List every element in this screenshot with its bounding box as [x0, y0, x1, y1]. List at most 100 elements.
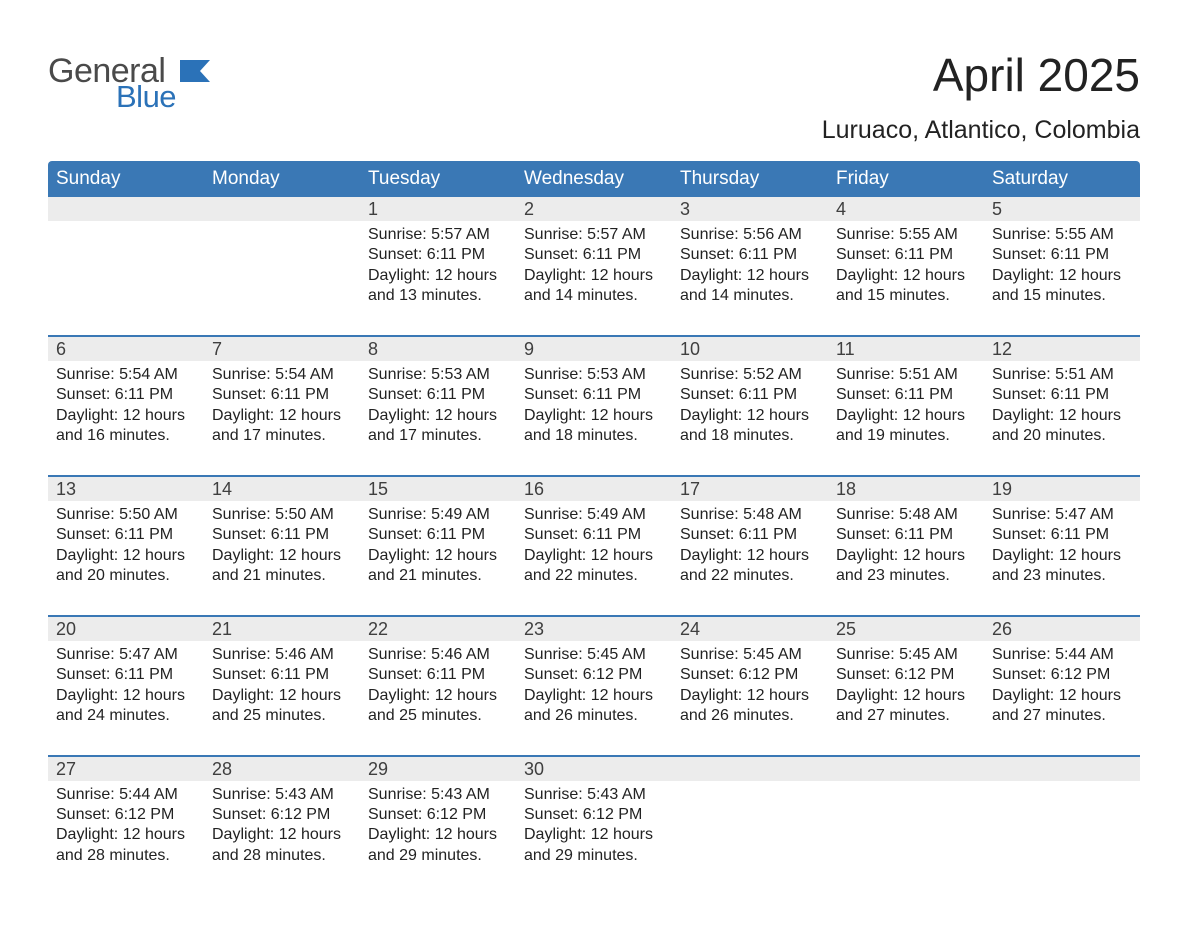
calendar-cell: Sunrise: 5:52 AMSunset: 6:11 PMDaylight:…: [672, 361, 828, 475]
calendar-cell: Sunrise: 5:43 AMSunset: 6:12 PMDaylight:…: [204, 781, 360, 895]
calendar-cell: Sunrise: 5:49 AMSunset: 6:11 PMDaylight:…: [360, 501, 516, 615]
sunset-line: Sunset: 6:12 PM: [56, 805, 196, 825]
calendar-week: 20212223242526Sunrise: 5:47 AMSunset: 6:…: [48, 615, 1140, 755]
calendar-cell: Sunrise: 5:51 AMSunset: 6:11 PMDaylight:…: [984, 361, 1140, 475]
logo-word2: Blue: [116, 83, 176, 111]
daylight-line: Daylight: 12 hours and 21 minutes.: [368, 546, 508, 587]
calendar-cell: Sunrise: 5:50 AMSunset: 6:11 PMDaylight:…: [48, 501, 204, 615]
sunset-line: Sunset: 6:11 PM: [56, 525, 196, 545]
daynum-row: 13141516171819: [48, 477, 1140, 501]
sunset-line: Sunset: 6:11 PM: [836, 385, 976, 405]
day-number: 27: [48, 757, 204, 781]
day-number: 28: [204, 757, 360, 781]
calendar-week: 13141516171819Sunrise: 5:50 AMSunset: 6:…: [48, 475, 1140, 615]
page-header: General Blue April 2025 Luruaco, Atlanti…: [48, 20, 1140, 145]
calendar-cell: Sunrise: 5:43 AMSunset: 6:12 PMDaylight:…: [516, 781, 672, 895]
day-number: 19: [984, 477, 1140, 501]
calendar-cell: Sunrise: 5:53 AMSunset: 6:11 PMDaylight:…: [516, 361, 672, 475]
sunrise-line: Sunrise: 5:44 AM: [56, 785, 196, 805]
sunrise-line: Sunrise: 5:45 AM: [836, 645, 976, 665]
sunset-line: Sunset: 6:12 PM: [992, 665, 1132, 685]
day-number: 17: [672, 477, 828, 501]
sunset-line: Sunset: 6:11 PM: [368, 525, 508, 545]
daylight-line: Daylight: 12 hours and 27 minutes.: [992, 686, 1132, 727]
weekday-header: Saturday: [984, 161, 1140, 197]
calendar-cell: Sunrise: 5:55 AMSunset: 6:11 PMDaylight:…: [828, 221, 984, 335]
daylight-line: Daylight: 12 hours and 22 minutes.: [680, 546, 820, 587]
daynum-row: 12345: [48, 197, 1140, 221]
sunrise-line: Sunrise: 5:49 AM: [524, 505, 664, 525]
day-number: 2: [516, 197, 672, 221]
day-number: 21: [204, 617, 360, 641]
sunrise-line: Sunrise: 5:47 AM: [992, 505, 1132, 525]
sunset-line: Sunset: 6:11 PM: [680, 245, 820, 265]
daylight-line: Daylight: 12 hours and 18 minutes.: [680, 406, 820, 447]
sunset-line: Sunset: 6:12 PM: [524, 665, 664, 685]
day-number: 15: [360, 477, 516, 501]
sunrise-line: Sunrise: 5:56 AM: [680, 225, 820, 245]
daylight-line: Daylight: 12 hours and 20 minutes.: [992, 406, 1132, 447]
sunrise-line: Sunrise: 5:51 AM: [992, 365, 1132, 385]
sunset-line: Sunset: 6:11 PM: [992, 525, 1132, 545]
day-number: 24: [672, 617, 828, 641]
sunrise-line: Sunrise: 5:53 AM: [368, 365, 508, 385]
day-number: 18: [828, 477, 984, 501]
day-number: 7: [204, 337, 360, 361]
daylight-line: Daylight: 12 hours and 16 minutes.: [56, 406, 196, 447]
sunrise-line: Sunrise: 5:55 AM: [992, 225, 1132, 245]
sunrise-line: Sunrise: 5:45 AM: [680, 645, 820, 665]
daylight-line: Daylight: 12 hours and 25 minutes.: [368, 686, 508, 727]
calendar-cell: Sunrise: 5:45 AMSunset: 6:12 PMDaylight:…: [828, 641, 984, 755]
day-number: 14: [204, 477, 360, 501]
daylight-line: Daylight: 12 hours and 27 minutes.: [836, 686, 976, 727]
calendar-week: 12345Sunrise: 5:57 AMSunset: 6:11 PMDayl…: [48, 197, 1140, 335]
calendar-cell: Sunrise: 5:46 AMSunset: 6:11 PMDaylight:…: [204, 641, 360, 755]
daylight-line: Daylight: 12 hours and 17 minutes.: [212, 406, 352, 447]
calendar-cell: [984, 781, 1140, 895]
day-number: 25: [828, 617, 984, 641]
daylight-line: Daylight: 12 hours and 21 minutes.: [212, 546, 352, 587]
sunrise-line: Sunrise: 5:54 AM: [56, 365, 196, 385]
day-number: 5: [984, 197, 1140, 221]
day-number: 29: [360, 757, 516, 781]
calendar-cell: Sunrise: 5:49 AMSunset: 6:11 PMDaylight:…: [516, 501, 672, 615]
day-number: 9: [516, 337, 672, 361]
sunset-line: Sunset: 6:12 PM: [368, 805, 508, 825]
sunset-line: Sunset: 6:11 PM: [680, 385, 820, 405]
calendar-cell: Sunrise: 5:50 AMSunset: 6:11 PMDaylight:…: [204, 501, 360, 615]
calendar-cell: Sunrise: 5:54 AMSunset: 6:11 PMDaylight:…: [48, 361, 204, 475]
sunset-line: Sunset: 6:11 PM: [524, 245, 664, 265]
sunset-line: Sunset: 6:11 PM: [212, 525, 352, 545]
sunset-line: Sunset: 6:11 PM: [368, 665, 508, 685]
sunrise-line: Sunrise: 5:43 AM: [212, 785, 352, 805]
sunrise-line: Sunrise: 5:50 AM: [56, 505, 196, 525]
daylight-line: Daylight: 12 hours and 28 minutes.: [56, 825, 196, 866]
sunset-line: Sunset: 6:12 PM: [524, 805, 664, 825]
sunset-line: Sunset: 6:11 PM: [836, 525, 976, 545]
day-number: 6: [48, 337, 204, 361]
day-number: 11: [828, 337, 984, 361]
calendar-cell: Sunrise: 5:56 AMSunset: 6:11 PMDaylight:…: [672, 221, 828, 335]
calendar-cell: Sunrise: 5:44 AMSunset: 6:12 PMDaylight:…: [48, 781, 204, 895]
calendar-cell: [48, 221, 204, 335]
weekday-header: Sunday: [48, 161, 204, 197]
calendar-week: 6789101112Sunrise: 5:54 AMSunset: 6:11 P…: [48, 335, 1140, 475]
sunrise-line: Sunrise: 5:55 AM: [836, 225, 976, 245]
daylight-line: Daylight: 12 hours and 14 minutes.: [680, 266, 820, 307]
logo-text: General Blue: [48, 56, 176, 110]
calendar-cell: Sunrise: 5:47 AMSunset: 6:11 PMDaylight:…: [984, 501, 1140, 615]
calendar-cell: Sunrise: 5:48 AMSunset: 6:11 PMDaylight:…: [828, 501, 984, 615]
calendar: SundayMondayTuesdayWednesdayThursdayFrid…: [48, 161, 1140, 894]
day-number: 12: [984, 337, 1140, 361]
sunset-line: Sunset: 6:11 PM: [212, 665, 352, 685]
daylight-line: Daylight: 12 hours and 26 minutes.: [680, 686, 820, 727]
day-number: 16: [516, 477, 672, 501]
sunset-line: Sunset: 6:12 PM: [212, 805, 352, 825]
sunrise-line: Sunrise: 5:57 AM: [524, 225, 664, 245]
sunset-line: Sunset: 6:11 PM: [56, 665, 196, 685]
sunset-line: Sunset: 6:11 PM: [524, 525, 664, 545]
page-title: April 2025: [822, 48, 1140, 102]
sunrise-line: Sunrise: 5:48 AM: [680, 505, 820, 525]
calendar-cell: Sunrise: 5:46 AMSunset: 6:11 PMDaylight:…: [360, 641, 516, 755]
sunset-line: Sunset: 6:11 PM: [368, 245, 508, 265]
